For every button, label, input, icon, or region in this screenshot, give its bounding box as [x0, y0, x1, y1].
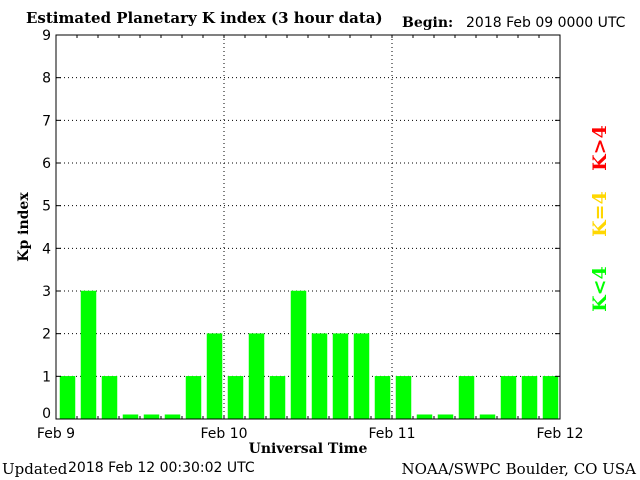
kp-bar [185, 376, 202, 420]
y-axis-title: Kp index [16, 192, 32, 262]
kp-bar [269, 376, 286, 420]
kp-bar [395, 376, 412, 420]
kp-bar [437, 414, 454, 420]
kp-bar [143, 414, 160, 420]
x-tick-label: Feb 11 [368, 426, 415, 442]
plot-frame [55, 34, 561, 420]
x-axis-title: Universal Time [249, 441, 368, 457]
x-tick-label: Feb 10 [200, 426, 247, 442]
kp-bar [332, 333, 349, 420]
y-tick-label: 3 [42, 284, 51, 300]
kp-bar [248, 333, 265, 420]
bars [59, 290, 559, 420]
y-tick-label: 1 [42, 369, 51, 385]
legend-k-greater-4: K>4 [589, 125, 611, 171]
updated-value: 2018 Feb 12 00:30:02 UTC [68, 460, 255, 476]
x-axis: Feb 9 Feb 10 Feb 11 Feb 12 [37, 35, 584, 442]
kp-bar [206, 333, 223, 420]
y-tick-label: 2 [42, 327, 51, 343]
begin-value: 2018 Feb 09 0000 UTC [466, 15, 626, 31]
kp-bar [479, 414, 496, 420]
y-tick-label: 6 [42, 156, 51, 172]
legend-k-less-4: K<4 [589, 266, 611, 312]
grid [56, 35, 560, 419]
kp-bar [101, 376, 118, 420]
kp-bar [458, 376, 475, 420]
y-tick-label: 4 [42, 241, 51, 257]
y-tick-label: 9 [42, 28, 51, 44]
kp-bar [353, 333, 370, 420]
y-tick-label: 8 [42, 71, 51, 87]
kp-bar [59, 376, 76, 420]
kp-bar [164, 414, 181, 420]
x-tick-label: Feb 12 [536, 426, 583, 442]
kp-bar [374, 376, 391, 420]
legend-k-equal-4: K=4 [589, 191, 611, 237]
kp-bar [122, 414, 139, 420]
y-tick-label: 0 [42, 406, 51, 422]
y-tick-label: 5 [42, 199, 51, 215]
kp-bar [521, 376, 538, 420]
begin-label: Begin: [402, 15, 454, 31]
chart-title: Estimated Planetary K index (3 hour data… [26, 9, 383, 27]
kp-bar [542, 376, 559, 420]
y-axis: 0 1 2 3 4 5 6 7 8 9 [42, 28, 560, 422]
kp-bar [290, 290, 307, 420]
kp-bar [311, 333, 328, 420]
source-credit: NOAA/SWPC Boulder, CO USA [401, 460, 636, 478]
kp-bar [227, 376, 244, 420]
y-tick-label: 7 [42, 113, 51, 129]
kp-bar [80, 290, 97, 420]
kp-bar [500, 376, 517, 420]
x-tick-label: Feb 9 [37, 426, 75, 442]
kp-bar [416, 414, 433, 420]
updated-label: Updated [2, 460, 68, 478]
